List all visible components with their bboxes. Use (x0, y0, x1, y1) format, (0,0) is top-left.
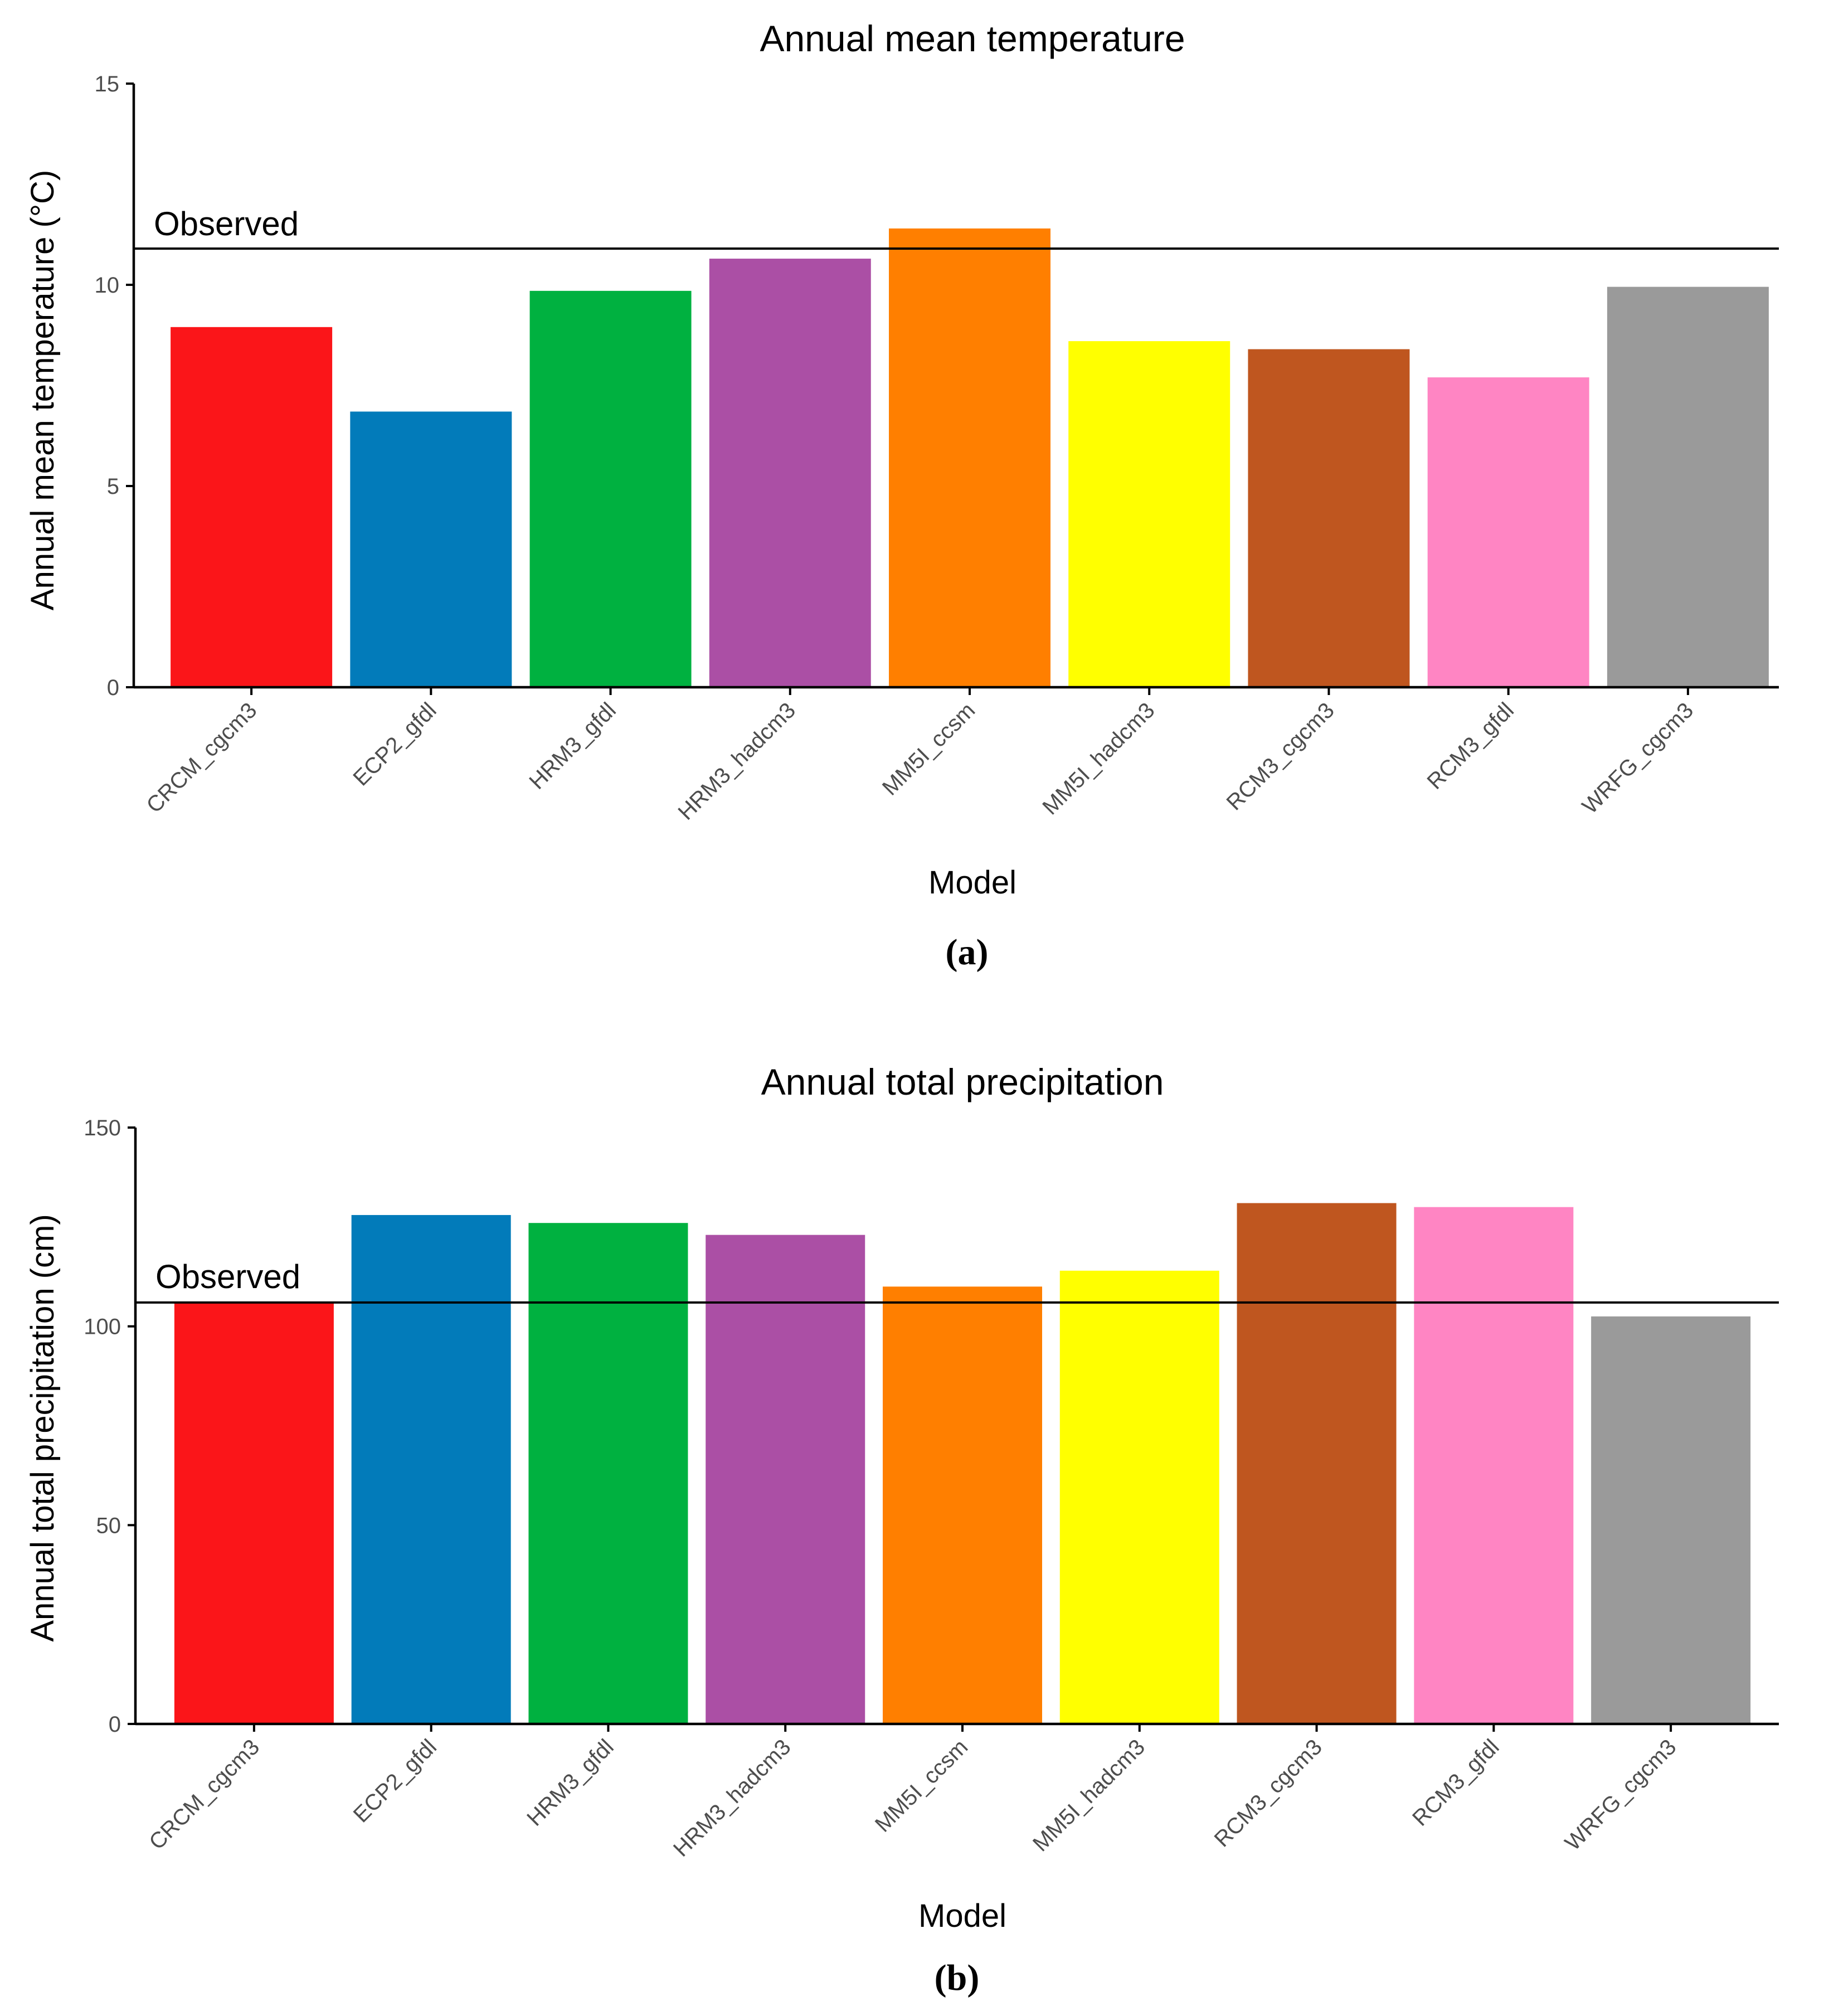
y-axis-ticks: 0 5 10 15 (95, 72, 134, 700)
y-tick-label: 15 (95, 72, 120, 96)
panel-caption: (b) (935, 1957, 980, 1998)
x-axis-tick-labels: CRCM_cgcm3 ECP2_gfdl HRM3_gfdl HRM3_hadcm3 M… (144, 1724, 1681, 1862)
bar-ecp2-gfdl (351, 1215, 511, 1724)
x-tick-label: MM5I_hadcm3 (1028, 1735, 1150, 1856)
bar-crcm-cgcm3 (171, 327, 333, 687)
x-tick-label: MM5I_ccsm (870, 1735, 973, 1837)
bar-mm5i-hadcm3 (1059, 1270, 1219, 1724)
panel-caption: (a) (946, 932, 989, 973)
x-axis-tick-labels: CRCM_cgcm3 ECP2_gfdl HRM3_gfdl HRM3_hadcm3 M… (142, 687, 1698, 825)
x-axis-label: Model (918, 1898, 1006, 1934)
y-axis-label: Annual mean temperature (°C) (25, 170, 61, 610)
bar-series (171, 228, 1769, 687)
bar-rcm3-gfdl (1414, 1207, 1574, 1724)
y-tick-label: 100 (84, 1315, 121, 1339)
bar-wrfg-cgcm3 (1607, 286, 1769, 687)
bar-rcm3-gfdl (1427, 377, 1589, 687)
x-tick-label: MM5I_hadcm3 (1038, 698, 1159, 819)
x-tick-label: HRM3_gfdl (524, 698, 621, 794)
x-tick-label: HRM3_hadcm3 (669, 1735, 796, 1862)
temperature-chart: Annual mean temperature Annual mean temp… (25, 18, 1779, 973)
observed-label: Observed (155, 1258, 300, 1295)
x-tick-label: CRCM_cgcm3 (144, 1735, 264, 1854)
bar-mm5i-ccsm (889, 228, 1050, 687)
x-tick-label: CRCM_cgcm3 (142, 698, 261, 818)
x-tick-label: RCM3_cgcm3 (1222, 698, 1339, 815)
bar-hrm3-gfdl (529, 290, 692, 687)
x-tick-label: RCM3_cgcm3 (1210, 1735, 1327, 1852)
y-tick-label: 50 (96, 1513, 121, 1538)
x-tick-label: ECP2_gfdl (349, 1735, 441, 1827)
bar-mm5i-hadcm3 (1068, 341, 1230, 687)
bar-wrfg-cgcm3 (1591, 1316, 1751, 1724)
bar-rcm3-cgcm3 (1237, 1203, 1397, 1724)
y-tick-label: 5 (107, 474, 119, 499)
y-tick-label: 0 (107, 676, 119, 700)
bar-series (174, 1203, 1751, 1724)
chart-title: Annual mean temperature (760, 18, 1185, 59)
bar-rcm3-cgcm3 (1248, 349, 1410, 687)
x-tick-label: ECP2_gfdl (348, 698, 441, 790)
y-tick-label: 0 (109, 1712, 121, 1737)
y-tick-label: 150 (84, 1116, 121, 1140)
precipitation-chart: Annual total precipitation Annual total … (25, 1061, 1779, 1998)
x-tick-label: RCM3_gfdl (1408, 1735, 1504, 1831)
x-tick-label: WRFG_cgcm3 (1578, 698, 1699, 819)
bar-crcm-cgcm3 (174, 1302, 334, 1724)
x-axis-label: Model (928, 864, 1016, 901)
observed-label: Observed (154, 205, 299, 242)
bar-hrm3-hadcm3 (706, 1235, 865, 1724)
y-axis-label: Annual total precipitation (cm) (25, 1214, 61, 1641)
y-tick-label: 10 (95, 273, 120, 298)
chart-title: Annual total precipitation (761, 1061, 1164, 1102)
y-axis-ticks: 0 50 100 150 (84, 1116, 135, 1737)
x-tick-label: HRM3_hadcm3 (674, 698, 801, 825)
bar-hrm3-hadcm3 (709, 259, 871, 687)
x-tick-label: HRM3_gfdl (522, 1735, 619, 1831)
x-tick-label: RCM3_gfdl (1422, 698, 1519, 794)
x-tick-label: WRFG_cgcm3 (1560, 1735, 1681, 1855)
x-tick-label: MM5I_ccsm (878, 698, 980, 800)
bar-ecp2-gfdl (350, 411, 512, 687)
bar-hrm3-gfdl (528, 1223, 688, 1724)
bar-mm5i-ccsm (883, 1286, 1042, 1724)
